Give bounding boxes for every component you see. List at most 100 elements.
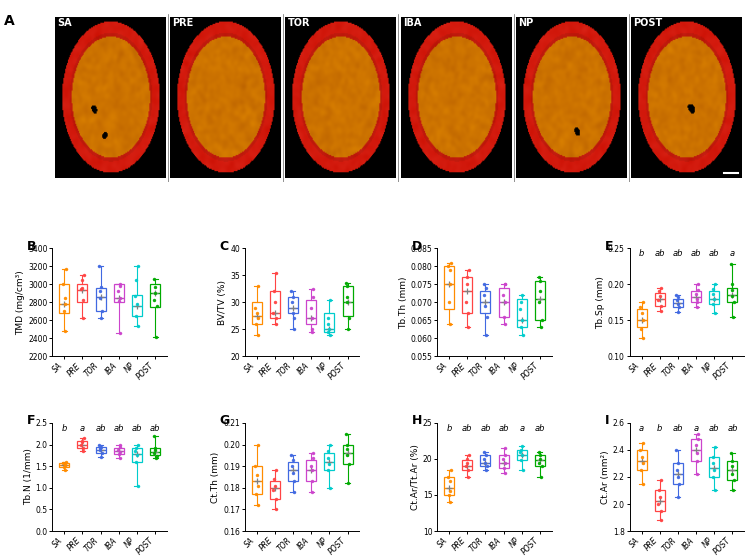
Point (462, 465, 474, 474)
Point (499, 280, 511, 288)
Text: I: I (604, 414, 609, 427)
Text: ab: ab (498, 424, 509, 433)
Point (445, 465, 457, 474)
Point (269, 298, 280, 307)
Text: b: b (447, 424, 452, 433)
Point (655, 475, 667, 484)
Point (670, 446, 682, 454)
Point (726, 456, 738, 465)
Point (307, 487, 319, 496)
Point (691, 280, 703, 288)
Point (463, 266, 475, 274)
Point (325, 330, 337, 339)
Point (252, 282, 264, 291)
Point (59, 465, 71, 474)
Point (114, 447, 126, 456)
Point (60, 264, 72, 273)
Point (707, 472, 719, 481)
Point (307, 449, 319, 458)
Point (653, 486, 665, 495)
Point (343, 459, 355, 468)
Point (514, 305, 526, 314)
Text: F: F (27, 414, 36, 427)
Point (707, 285, 719, 293)
Point (78, 271, 90, 280)
Point (726, 280, 738, 288)
Point (76, 275, 88, 284)
Point (251, 319, 263, 328)
Point (268, 309, 280, 318)
Point (499, 319, 511, 328)
Text: a: a (730, 249, 735, 258)
Point (341, 282, 353, 291)
Point (534, 276, 546, 285)
Point (670, 291, 682, 300)
Point (480, 465, 492, 474)
Point (480, 330, 492, 339)
Point (709, 486, 721, 495)
Point (59, 326, 71, 335)
Text: ab: ab (95, 424, 105, 433)
Point (497, 291, 509, 300)
Point (460, 298, 472, 307)
Point (441, 262, 453, 271)
Point (726, 462, 738, 471)
Point (533, 273, 545, 282)
Point (444, 319, 456, 328)
Text: a: a (80, 424, 85, 433)
Point (444, 476, 456, 485)
Point (93, 440, 105, 449)
Point (463, 451, 475, 460)
Point (691, 448, 703, 457)
Point (94, 446, 106, 454)
Text: ab: ab (150, 424, 160, 433)
Point (324, 440, 336, 449)
Point (341, 292, 353, 301)
Point (461, 454, 473, 463)
Point (708, 466, 720, 475)
Point (479, 291, 491, 300)
Point (114, 329, 126, 338)
Point (75, 285, 87, 293)
Point (149, 282, 161, 291)
Text: POST: POST (634, 18, 663, 28)
Y-axis label: Tb.Sp (mm): Tb.Sp (mm) (596, 276, 605, 329)
Point (461, 273, 473, 282)
Y-axis label: Ct.Ar (mm²): Ct.Ar (mm²) (601, 450, 610, 504)
Y-axis label: BV/TV (%): BV/TV (%) (218, 280, 227, 325)
Text: NP: NP (518, 18, 533, 28)
Text: SA: SA (57, 18, 72, 28)
Point (130, 311, 142, 320)
Point (635, 466, 647, 475)
Point (514, 447, 526, 456)
Point (150, 332, 162, 341)
Point (634, 446, 646, 454)
Point (726, 286, 738, 295)
Point (517, 465, 529, 474)
Point (322, 453, 334, 462)
Point (252, 440, 264, 449)
Y-axis label: TMD (mg/cm³): TMD (mg/cm³) (16, 270, 25, 335)
Point (516, 291, 528, 300)
Point (132, 262, 144, 271)
Point (690, 298, 702, 307)
Point (709, 443, 721, 452)
Point (270, 319, 282, 328)
Point (325, 484, 337, 492)
Text: ab: ab (709, 424, 720, 433)
Point (149, 446, 161, 454)
Point (498, 312, 510, 321)
Point (151, 451, 163, 460)
Point (322, 447, 334, 456)
Point (96, 449, 108, 458)
Point (635, 324, 647, 333)
Point (148, 295, 160, 304)
Point (444, 498, 456, 506)
Point (479, 301, 491, 310)
Point (150, 454, 162, 463)
Point (57, 280, 69, 288)
Point (94, 287, 105, 296)
Point (57, 458, 69, 467)
Point (727, 486, 739, 495)
Point (726, 470, 738, 479)
